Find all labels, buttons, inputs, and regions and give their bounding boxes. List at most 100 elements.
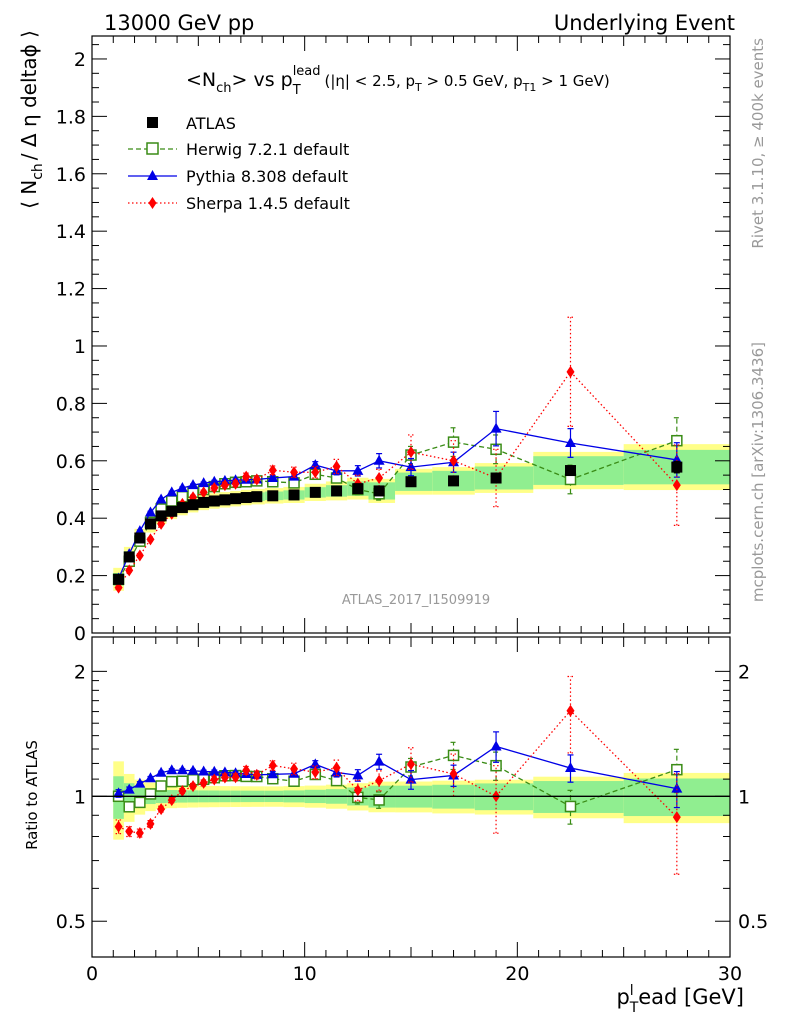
data-point-atlas: [448, 475, 460, 487]
ratio-point-pythia: [373, 755, 385, 766]
main-y-tick-label: 2: [74, 49, 86, 71]
axes: 00.20.40.60.811.21.41.61.820.5 0.51 12 20 10…: [56, 36, 768, 985]
data-point-atlas: [352, 483, 364, 495]
plot-title-part: <N: [186, 69, 216, 91]
ratio-point-sherpa: [178, 785, 187, 798]
data-point-atlas: [230, 493, 242, 505]
x-tick-label: 30: [718, 963, 742, 985]
ratio-point-pythia: [176, 764, 188, 775]
x-axis-label: pl Tead [GeV]: [616, 983, 744, 1016]
legend-entry-pythia: Pythia 8.308 default: [128, 167, 348, 186]
data-point-atlas: [134, 532, 146, 544]
x-label-part: p: [616, 985, 629, 1009]
legend-label-pythia: Pythia 8.308 default: [186, 167, 348, 186]
plot-title-sub: T1: [522, 81, 537, 94]
data-point-herwig: [166, 495, 178, 507]
data-point-sherpa: [242, 470, 251, 483]
ratio-point-sherpa: [252, 768, 261, 781]
plot-title-sub: T: [414, 81, 422, 94]
legend-entry-herwig: Herwig 7.2.1 default: [128, 140, 349, 159]
data-point-atlas: [113, 573, 125, 585]
ratio-point-sherpa: [199, 776, 208, 789]
header-process: Underlying Event: [554, 11, 735, 35]
ratio-point-pythia: [134, 777, 146, 788]
main-y-axis-label: ⟨ Nch / Δ η deltaϕ ⟩: [17, 30, 46, 209]
plot-title-cuts: (|η| < 2.5, p: [325, 72, 415, 90]
ratio-point-sherpa: [125, 825, 134, 838]
ratio-point-sherpa: [231, 771, 240, 784]
ratio-point-pythia: [144, 772, 156, 783]
ratio-point-sherpa: [210, 773, 219, 786]
data-point-herwig: [447, 436, 460, 448]
ratio-point-sherpa: [167, 794, 176, 807]
data-point-sherpa: [268, 464, 277, 477]
ratio-point-sherpa: [672, 811, 681, 824]
ratio-y-tick-label-right: 0.5: [738, 911, 768, 933]
ratio-point-sherpa: [114, 820, 123, 833]
data-point-atlas: [251, 491, 263, 503]
data-point-atlas: [565, 465, 576, 477]
data-point-atlas: [166, 505, 178, 517]
legend-label-atlas: ATLAS: [186, 114, 236, 133]
plot-title-cuts: > 1 GeV): [536, 72, 609, 90]
data-point-sherpa: [146, 533, 155, 546]
ratio-y-axis-label: Ratio to ATLAS: [23, 740, 41, 850]
ratio-point-herwig: [564, 800, 577, 813]
data-point-atlas: [331, 485, 343, 497]
data-point-pythia: [490, 422, 502, 433]
main-y-tick-label: 0.4: [56, 508, 86, 530]
ratio-point-pythia: [352, 769, 364, 780]
ratio-point-sherpa: [268, 759, 277, 772]
data-point-atlas: [240, 492, 252, 504]
legend-label-sherpa: Sherpa 1.4.5 default: [186, 194, 350, 213]
data-point-atlas: [288, 489, 300, 501]
data-point-sherpa: [375, 472, 384, 485]
data-point-atlas: [176, 502, 188, 514]
data-point-sherpa: [220, 479, 229, 492]
ratio-point-pythia: [187, 764, 199, 775]
data-point-sherpa: [672, 479, 681, 492]
ratio-y-tick-label: 1: [74, 786, 86, 808]
ratio-point-herwig: [166, 775, 178, 788]
ratio-point-sherpa: [449, 767, 458, 780]
ratio-y-tick-label-right: 2: [738, 661, 750, 683]
ratio-point-sherpa: [290, 762, 299, 775]
data-point-sherpa: [125, 564, 134, 577]
data-point-atlas: [198, 496, 210, 508]
data-point-atlas: [309, 486, 321, 498]
main-y-tick-label: 1.2: [56, 279, 86, 301]
legend: ATLAS Herwig 7.2.1 default Pythia 8.308 …: [128, 114, 350, 213]
data-point-sherpa: [407, 446, 415, 459]
main-y-tick-label: 0.2: [56, 566, 86, 588]
ratio-point-pythia: [113, 787, 125, 798]
ratio-point-herwig: [373, 794, 385, 806]
ratio-band-inner: [533, 781, 624, 813]
y-label-part: ⟨ N: [17, 180, 41, 209]
data-point-pythia: [208, 475, 220, 486]
data-point-atlas: [155, 510, 167, 522]
plot-title-cuts: > 0.5 GeV, p: [422, 72, 523, 90]
ratio-point-sherpa: [189, 780, 198, 793]
data-point-sherpa: [231, 477, 240, 490]
data-point-pythia: [144, 506, 156, 517]
x-tick-label: 10: [293, 963, 317, 985]
main-y-tick-label: 0.6: [56, 451, 86, 473]
data-point-atlas: [208, 495, 220, 507]
data-point-sherpa: [135, 549, 144, 562]
data-point-sherpa: [449, 454, 458, 467]
main-y-tick-label: 0.8: [56, 393, 86, 415]
ratio-point-sherpa: [332, 761, 341, 774]
legend-marker-atlas: [147, 117, 158, 128]
data-point-atlas: [267, 490, 279, 502]
main-y-tick-label: 1.6: [56, 164, 86, 186]
ratio-point-sherpa: [407, 758, 415, 771]
data-point-sherpa: [199, 486, 208, 499]
legend-entry-atlas: ATLAS: [147, 114, 236, 133]
legend-label-herwig: Herwig 7.2.1 default: [186, 140, 349, 159]
main-plot-series: [112, 316, 683, 594]
y-label-part: / Δ η deltaϕ ⟩: [17, 30, 41, 160]
main-band-inner: [474, 466, 534, 490]
ratio-point-pythia: [267, 768, 279, 779]
data-point-atlas: [490, 472, 502, 484]
data-point-sherpa: [566, 365, 575, 378]
